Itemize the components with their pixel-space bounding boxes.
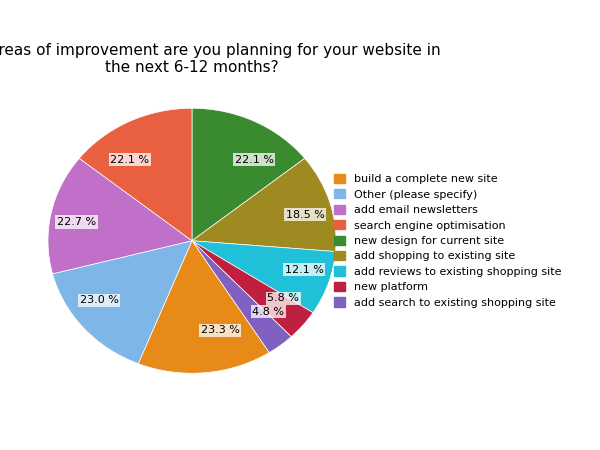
Text: 22.7 %: 22.7 %: [57, 217, 96, 227]
Text: 22.1 %: 22.1 %: [235, 155, 274, 165]
Text: 23.0 %: 23.0 %: [80, 295, 118, 305]
Wedge shape: [192, 158, 336, 252]
Wedge shape: [192, 241, 292, 353]
Wedge shape: [192, 241, 335, 313]
Text: 4.8 %: 4.8 %: [252, 307, 284, 317]
Text: 22.1 %: 22.1 %: [110, 155, 149, 165]
Legend: build a complete new site, Other (please specify), add email newsletters, search: build a complete new site, Other (please…: [334, 174, 562, 308]
Wedge shape: [192, 108, 305, 241]
Title: What areas of improvement are you planning for your website in
the next 6-12 mon: What areas of improvement are you planni…: [0, 43, 440, 75]
Text: 23.3 %: 23.3 %: [201, 325, 240, 335]
Wedge shape: [48, 158, 192, 274]
Text: 5.8 %: 5.8 %: [268, 293, 299, 303]
Wedge shape: [79, 108, 192, 241]
Wedge shape: [53, 241, 192, 364]
Wedge shape: [138, 241, 269, 373]
Text: 12.1 %: 12.1 %: [285, 265, 323, 275]
Text: 18.5 %: 18.5 %: [286, 210, 325, 220]
Wedge shape: [192, 241, 313, 337]
